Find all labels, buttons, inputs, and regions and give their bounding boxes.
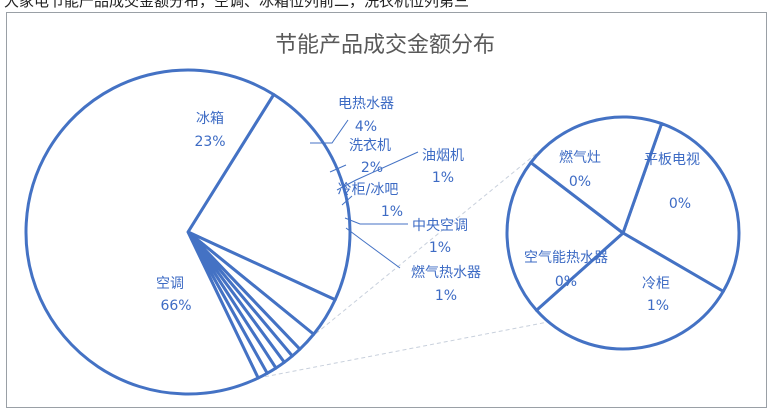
chart-title: 节能产品成交金额分布 <box>275 33 495 58</box>
pct-空调: 66% <box>160 298 191 314</box>
secondary-slice-冷柜 <box>535 231 725 351</box>
label-电热水器: 电热水器 <box>338 96 394 112</box>
pct-中央空调: 1% <box>429 240 451 256</box>
leader-line-油烟机 <box>336 151 419 191</box>
label-冷柜: 冷柜 <box>642 276 670 292</box>
label-冷柜-冰吧: 冷柜/冰吧 <box>338 182 399 198</box>
leader-line-冷柜-冰吧 <box>341 195 353 206</box>
main-pie <box>24 68 352 396</box>
data-labels: 冰箱 23% 电热水器 4% 洗衣机 2% 油烟机 1% 冷柜/冰吧 1% 中央空调 1% 燃气热水器 1… <box>156 96 700 314</box>
secondary-slice-燃气灶 <box>529 115 664 235</box>
label-平板电视: 平板电视 <box>644 152 700 168</box>
label-油烟机: 油烟机 <box>422 148 464 164</box>
chart-frame <box>6 12 767 408</box>
label-中央空调: 中央空调 <box>412 218 468 234</box>
pct-燃气热水器: 1% <box>435 288 457 304</box>
pct-冰箱: 23% <box>194 134 225 150</box>
leader-line-电热水器 <box>310 119 349 144</box>
pct-平板电视: 0% <box>669 196 691 212</box>
pct-燃气灶: 0% <box>569 174 591 190</box>
pct-冷柜-冰吧: 1% <box>381 204 403 220</box>
main-slice-空调 <box>24 68 276 396</box>
pct-油烟机: 1% <box>432 170 454 186</box>
top-cut-text: 大家电节能产品成交金额分布，空调、冰箱位列前二，洗衣机位列第三 <box>4 0 470 10</box>
connector-line-top <box>266 139 554 374</box>
label-空调: 空调 <box>156 276 184 292</box>
label-冰箱: 冰箱 <box>196 111 224 127</box>
pct-冷柜: 1% <box>647 298 669 314</box>
top-cut-text-strip: 大家电节能产品成交金额分布，空调、冰箱位列前二，洗衣机位列第三 <box>0 0 773 12</box>
main-slice-冰箱 <box>186 93 352 302</box>
connector-lines <box>258 139 554 379</box>
secondary-slice-空气能热水器 <box>505 161 625 312</box>
leader-line-燃气热水器 <box>345 227 401 269</box>
secondary-pie <box>505 115 741 351</box>
label-燃气热水器: 燃气热水器 <box>411 264 481 281</box>
connector-line-bottom <box>258 321 549 379</box>
pct-洗衣机: 2% <box>361 160 383 176</box>
pct-空气能热水器: 0% <box>555 274 577 290</box>
leader-line-洗衣机 <box>329 164 347 173</box>
leader-line-中央空调 <box>344 217 408 225</box>
label-洗衣机: 洗衣机 <box>349 138 391 154</box>
label-空气能热水器: 空气能热水器 <box>524 250 608 266</box>
label-燃气灶: 燃气灶 <box>559 149 601 166</box>
pct-电热水器: 4% <box>355 119 377 135</box>
